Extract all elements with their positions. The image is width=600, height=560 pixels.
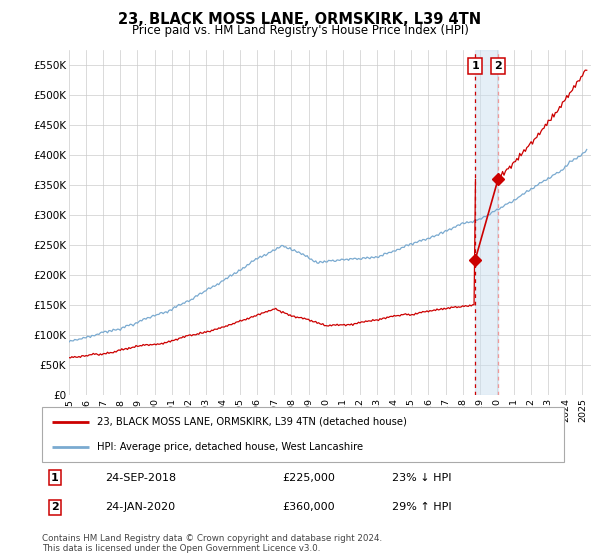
Text: 23% ↓ HPI: 23% ↓ HPI <box>392 473 451 483</box>
Bar <box>475 50 498 395</box>
Text: 2: 2 <box>51 502 59 512</box>
FancyBboxPatch shape <box>42 407 564 462</box>
Text: 1: 1 <box>471 61 479 71</box>
Text: 29% ↑ HPI: 29% ↑ HPI <box>392 502 451 512</box>
Text: 2: 2 <box>494 61 502 71</box>
Text: 23, BLACK MOSS LANE, ORMSKIRK, L39 4TN: 23, BLACK MOSS LANE, ORMSKIRK, L39 4TN <box>118 12 482 27</box>
Text: 1: 1 <box>51 473 59 483</box>
Text: 23, BLACK MOSS LANE, ORMSKIRK, L39 4TN (detached house): 23, BLACK MOSS LANE, ORMSKIRK, L39 4TN (… <box>97 417 407 427</box>
Text: Contains HM Land Registry data © Crown copyright and database right 2024.
This d: Contains HM Land Registry data © Crown c… <box>42 534 382 553</box>
Text: Price paid vs. HM Land Registry's House Price Index (HPI): Price paid vs. HM Land Registry's House … <box>131 24 469 37</box>
Text: £360,000: £360,000 <box>282 502 335 512</box>
Text: £225,000: £225,000 <box>282 473 335 483</box>
Text: 24-SEP-2018: 24-SEP-2018 <box>104 473 176 483</box>
Text: 24-JAN-2020: 24-JAN-2020 <box>104 502 175 512</box>
Text: HPI: Average price, detached house, West Lancashire: HPI: Average price, detached house, West… <box>97 442 363 452</box>
